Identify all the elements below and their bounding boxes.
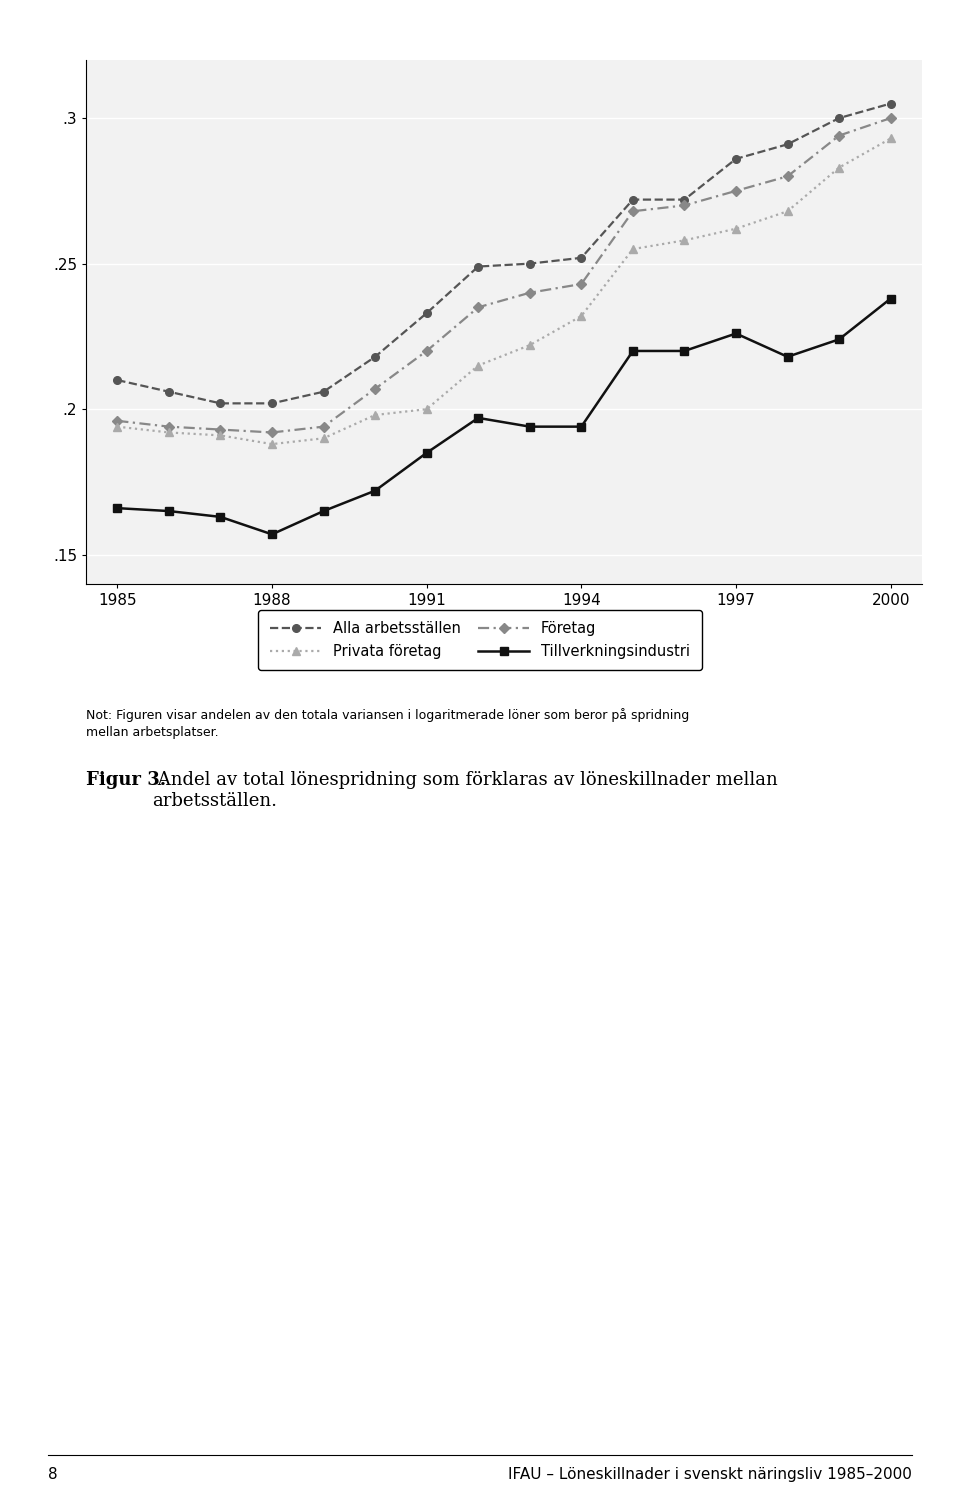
Legend: Alla arbetsställen, Privata företag, Företag, Tillverkningsindustri: Alla arbetsställen, Privata företag, För… [258, 609, 702, 671]
Text: Not: Figuren visar andelen av den totala variansen i logaritmerade löner som ber: Not: Figuren visar andelen av den totala… [86, 708, 689, 740]
Text: Figur 3.: Figur 3. [86, 771, 166, 789]
Text: IFAU – Löneskillnader i svenskt näringsliv 1985–2000: IFAU – Löneskillnader i svenskt näringsl… [508, 1467, 912, 1482]
X-axis label: År: År [494, 617, 514, 635]
Text: 8: 8 [48, 1467, 58, 1482]
Text: Andel av total lönespridning som förklaras av löneskillnader mellan
arbetsställe: Andel av total lönespridning som förklar… [152, 771, 778, 810]
